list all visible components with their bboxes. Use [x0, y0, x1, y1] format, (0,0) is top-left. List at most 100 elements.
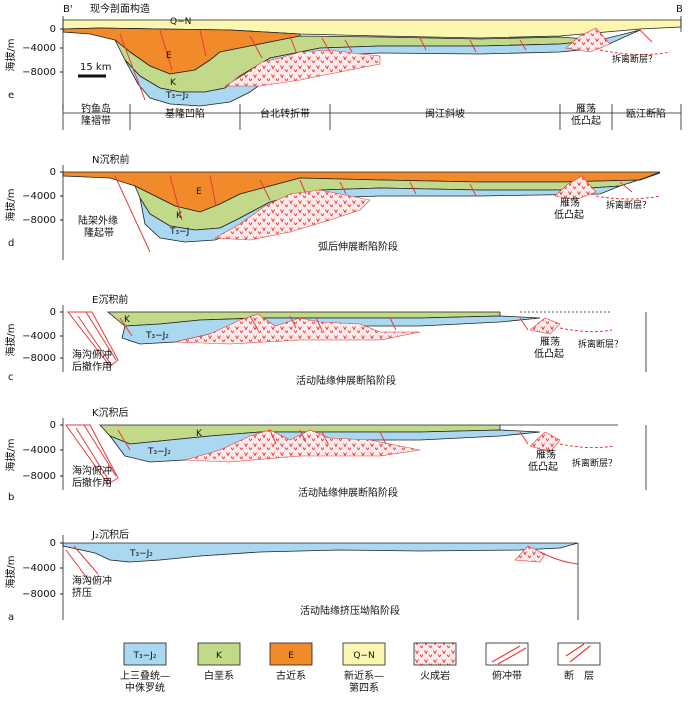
y-tick: −8000	[22, 471, 56, 482]
fault-lines	[75, 424, 529, 483]
unit-label: K	[196, 429, 203, 439]
legend-item-qn: Q−N 新近系—第四系	[342, 642, 386, 694]
panel-letter: a	[8, 612, 14, 623]
y-tick: −8000	[22, 67, 56, 78]
y-tick: 0	[50, 538, 56, 549]
unit-label: K	[124, 315, 131, 325]
panel-title: E沉积前	[92, 293, 128, 306]
unit-label-line: 海沟俯冲	[72, 574, 112, 587]
unit-label: 雁荡低凸起	[534, 336, 564, 360]
legend-label: 俯冲带	[492, 669, 522, 682]
stage-label: 活动陆缘伸展断陷阶段	[298, 486, 398, 499]
zone-bar	[62, 104, 682, 130]
unit-label: K	[170, 78, 177, 88]
stage-label: 活动陆缘挤压坳陷阶段	[300, 604, 400, 617]
zone-label-line: 雁荡	[576, 103, 596, 115]
panel-letter: b	[8, 492, 14, 503]
unit-label-line: 挤压	[72, 586, 92, 599]
fault-lines	[539, 551, 579, 565]
legend-label: 新近系—第四系	[344, 669, 384, 694]
legend-label-line: 新近系—	[344, 669, 384, 682]
panel-d: 0 −4000 −8000 海拔/m N沉积前 d E K T₃−J 陆架外缘隆…	[4, 153, 661, 260]
unit-label-line: 海沟俯冲	[72, 348, 112, 361]
y-tick: 0	[50, 420, 56, 431]
unit-label: E	[166, 51, 172, 61]
layer-tj	[62, 542, 579, 563]
panel-title: 现今剖面构造	[90, 2, 150, 15]
zone-label-line: 低凸起	[571, 114, 601, 127]
panel-letter: e	[8, 90, 14, 101]
igneous-body	[184, 429, 421, 463]
panel-title: N沉积前	[92, 153, 129, 166]
right-mark: B	[676, 4, 683, 15]
unit-label: T₃−J₂	[145, 331, 169, 341]
unit-label: Q−N	[170, 17, 191, 27]
y-tick: −4000	[22, 563, 56, 574]
panel-e: 0 −4000 −8000 海拔/m B' 现今剖面构造 B e 15 km Q…	[4, 2, 683, 130]
zone-label-line: 隆褶带	[81, 114, 111, 127]
fault-lines	[119, 29, 653, 101]
legend-item-k: K 白垩系	[197, 642, 241, 682]
unit-label-line: 陆架外缘	[78, 214, 118, 227]
legend-label-line: 中侏罗统	[125, 681, 165, 694]
unit-label-line: 低凸起	[554, 208, 584, 221]
igneous-body	[565, 27, 611, 53]
unit-label: 拆离断层？	[612, 53, 657, 65]
legend-label: 断 层	[564, 669, 594, 682]
unit-label: E	[196, 187, 202, 197]
unit-label-line: 海沟俯冲	[72, 464, 112, 477]
legend-item-igneous: 火成岩	[413, 642, 457, 682]
legend-item-fault: 断 层	[557, 642, 601, 682]
fault-lines	[77, 311, 529, 367]
detachment-fault	[599, 49, 671, 56]
y-tick: −4000	[22, 331, 56, 342]
igneous-body	[554, 175, 597, 201]
layer-tj	[108, 429, 541, 463]
unit-label-line: 后撤作用	[72, 360, 112, 373]
y-tick: −4000	[22, 445, 56, 456]
detachment-fault	[559, 443, 615, 449]
panel-title: K沉积后	[92, 406, 129, 419]
zone-label: 台北转折带	[260, 107, 310, 120]
legend-box-label: E	[288, 651, 294, 661]
layer-tj	[121, 315, 541, 345]
y-axis-label: 海拔/m	[4, 188, 17, 221]
panel-b: 0 −4000 −8000 海拔/m K沉积后 b K T₃−J₂ 海沟俯冲后撤…	[4, 406, 647, 503]
igneous-body	[529, 317, 561, 335]
unit-label-line: 低凸起	[534, 347, 564, 360]
unit-label: 拆离断层？	[606, 199, 651, 211]
scale-bar-label: 15 km	[80, 62, 111, 73]
unit-label: T₃−J₂	[129, 549, 153, 559]
subduction-zone	[65, 545, 99, 583]
y-tick: 0	[50, 307, 56, 318]
zone-label: 钓鱼岛隆褶带	[81, 102, 111, 127]
y-axis-label: 海拔/m	[4, 438, 17, 471]
unit-label: 拆离断层？	[572, 457, 617, 469]
zone-label: 基隆凹陷	[165, 107, 205, 120]
unit-label: 雁荡低凸起	[554, 197, 584, 221]
y-tick: 0	[50, 24, 56, 35]
zone-label: 瓯江断陷	[626, 107, 666, 120]
panel-letter: c	[8, 372, 14, 383]
unit-label-line: 雁荡	[540, 336, 560, 348]
legend-label: 火成岩	[420, 669, 450, 682]
y-tick: −4000	[22, 43, 56, 54]
legend-box-label: K	[216, 651, 223, 661]
y-axis-label: 海拔/m	[4, 323, 17, 356]
legend-label: 古近系	[276, 669, 306, 682]
legend-label-line: 第四系	[349, 681, 379, 694]
fault-lines	[114, 175, 633, 253]
legend-box-label: T₃−J₂	[133, 651, 157, 661]
unit-label-line: 隆起带	[84, 226, 114, 239]
detachment-fault	[595, 195, 661, 200]
unit-label: 海沟俯冲挤压	[72, 574, 112, 599]
y-axis-label: 海拔/m	[4, 38, 17, 71]
unit-label: 海沟俯冲后撤作用	[72, 464, 112, 489]
panel-c: 0 −4000 −8000 海拔/m E沉积前 c K T₃−J₂ 海沟俯冲后撤…	[4, 293, 647, 387]
stage-label: 活动陆缘伸展断陷阶段	[296, 374, 396, 387]
legend-label: 白垩系	[204, 669, 234, 682]
igneous-body	[213, 189, 371, 241]
panel-letter: d	[8, 238, 14, 249]
igneous-body	[223, 49, 381, 87]
legend-item-tj: T₃−J₂ 上三叠统—中侏罗统	[120, 642, 170, 694]
